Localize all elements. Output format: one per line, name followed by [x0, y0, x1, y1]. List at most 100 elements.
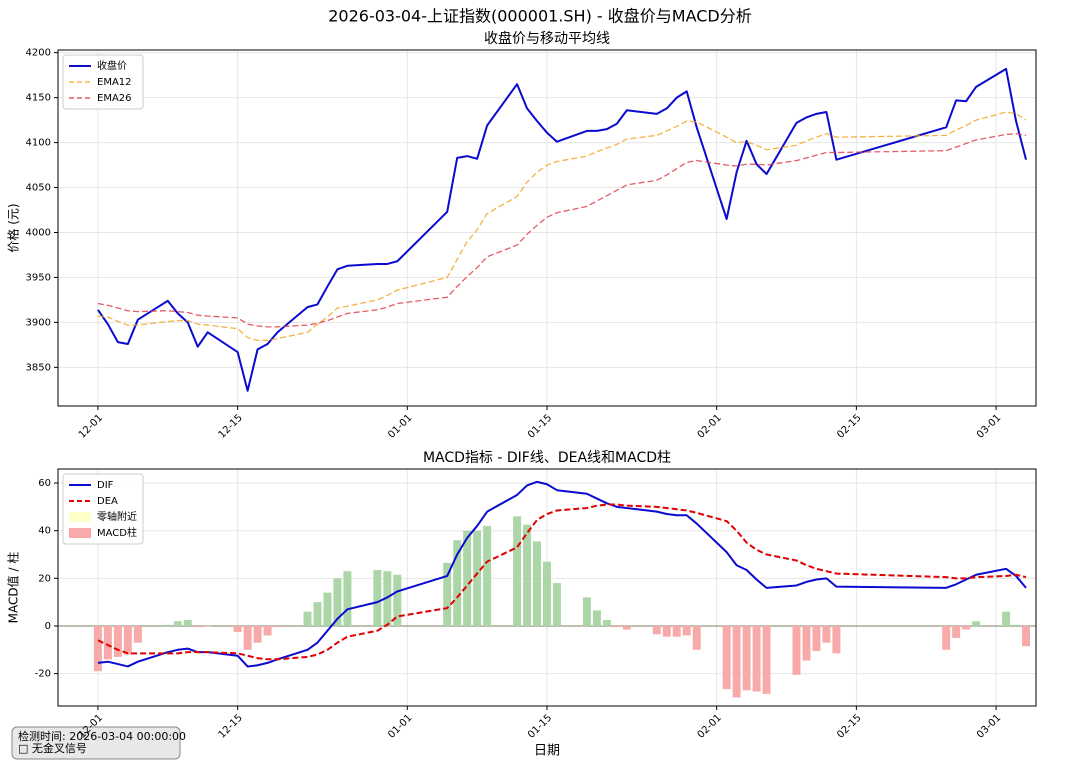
macd-bar	[393, 574, 402, 626]
macd-bar	[732, 625, 741, 698]
macd-bar	[602, 620, 611, 626]
series-line	[97, 132, 1027, 328]
legend-box	[62, 54, 144, 110]
x-tick-label: 02-15	[835, 712, 863, 740]
y-tick-label: 3850	[26, 362, 51, 373]
y-axis-label: 价格 (元)	[6, 203, 21, 252]
macd-bar	[652, 625, 661, 635]
macd-bar	[972, 621, 981, 626]
y-tick-label: 4050	[26, 183, 51, 194]
macd-bar	[612, 625, 621, 628]
series-line	[97, 67, 1027, 392]
macd-bar	[383, 571, 392, 626]
macd-bar	[263, 625, 272, 636]
macd-bar	[133, 625, 142, 643]
panel-title: MACD指标 - DIF线、DEA线和MACD柱	[423, 450, 671, 466]
x-tick-label: 12-01	[77, 412, 105, 440]
plot-area	[97, 67, 1027, 392]
macd-bar	[193, 625, 202, 628]
macd-bar	[942, 625, 951, 650]
macd-bar	[742, 625, 751, 691]
axes-frame	[57, 468, 1037, 707]
macd-bar	[473, 530, 482, 626]
y-tick-label: -20	[35, 669, 51, 680]
legend-label: 零轴附近	[97, 510, 137, 523]
macd-bar	[792, 625, 801, 675]
macd-bar	[93, 625, 102, 672]
macd-bar	[373, 569, 382, 626]
macd-bar	[273, 625, 282, 628]
macd-bar	[802, 625, 811, 661]
macd-bar	[533, 541, 542, 626]
y-tick-label: 0	[45, 621, 51, 632]
y-tick-label: 40	[38, 526, 51, 537]
macd-bar	[513, 516, 522, 626]
x-tick-label: 12-15	[217, 712, 245, 740]
plot-area	[58, 480, 1036, 698]
legend-box	[62, 473, 144, 545]
y-axis-label: MACD值 / 柱	[6, 552, 21, 624]
macd-bar	[722, 625, 731, 690]
macd-bar	[962, 625, 971, 630]
legend-label: EMA12	[97, 77, 132, 88]
macd-bar	[762, 625, 771, 694]
macd-bar	[443, 562, 452, 626]
x-tick-label: 01-15	[526, 712, 554, 740]
macd-bar	[453, 540, 462, 626]
legend-swatch	[69, 512, 91, 522]
macd-bar	[752, 625, 761, 692]
macd-bar	[323, 592, 332, 626]
macd-bar	[113, 625, 122, 657]
macd-bar	[303, 611, 312, 626]
macd-bar	[103, 625, 112, 660]
series-line	[97, 111, 1027, 342]
panel-title: 收盘价与移动平均线	[484, 30, 610, 47]
macd-bar	[333, 578, 342, 626]
x-axis-label: 日期	[534, 744, 560, 759]
macd-bar	[682, 625, 691, 636]
legend-label: EMA26	[97, 93, 132, 104]
macd-bar	[243, 625, 252, 650]
macd-bar	[543, 561, 551, 626]
macd-bar	[183, 620, 192, 626]
macd-bar	[832, 625, 841, 654]
macd-bar	[313, 602, 322, 626]
macd-bar	[1012, 624, 1021, 626]
legend-label: DEA	[97, 496, 118, 507]
axes-frame	[57, 49, 1037, 407]
x-tick-label: 01-15	[526, 412, 554, 440]
legend-swatch	[69, 528, 91, 538]
macd-bar	[662, 625, 671, 637]
macd-bar	[552, 583, 561, 626]
macd-bar	[622, 625, 631, 630]
series-line	[97, 503, 1027, 661]
macd-bar	[672, 625, 681, 637]
y-tick-label: 3900	[26, 317, 51, 328]
y-tick-label: 20	[38, 573, 51, 584]
macd-bar	[523, 524, 532, 626]
macd-bar	[123, 625, 132, 655]
legend-label: MACD柱	[97, 526, 137, 539]
macd-bar	[343, 571, 352, 626]
x-tick-label: 02-01	[696, 712, 724, 740]
macd-bar	[253, 625, 262, 643]
y-tick-label: 4200	[26, 48, 51, 59]
y-tick-label: 4000	[26, 227, 51, 238]
macd-bar	[163, 624, 172, 626]
x-tick-label: 03-01	[975, 412, 1003, 440]
legend-label: 收盘价	[97, 59, 127, 72]
macd-bar	[233, 625, 242, 632]
macd-bar	[1022, 625, 1031, 647]
series-line	[97, 480, 1027, 668]
legend-label: DIF	[97, 480, 114, 491]
y-tick-label: 3950	[26, 272, 51, 283]
macd-bar	[692, 625, 701, 650]
macd-bar	[203, 625, 212, 627]
x-tick-label: 02-01	[696, 412, 724, 440]
y-tick-label: 4100	[26, 138, 51, 149]
y-tick-label: 4150	[26, 93, 51, 104]
x-tick-label: 03-01	[975, 712, 1003, 740]
x-tick-label: 12-15	[217, 412, 245, 440]
macd-bar	[173, 621, 182, 626]
